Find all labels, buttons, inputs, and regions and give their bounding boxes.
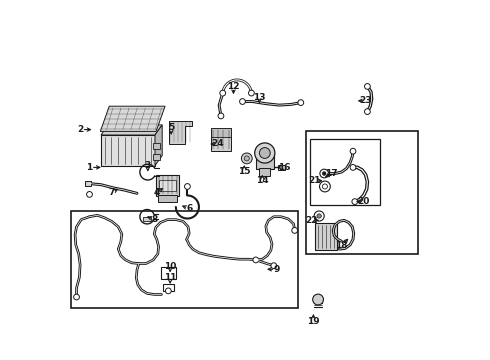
Bar	[85, 181, 91, 186]
Circle shape	[255, 143, 275, 163]
Bar	[153, 143, 160, 149]
Bar	[72, 211, 298, 308]
Bar	[315, 223, 337, 250]
Bar	[157, 195, 177, 202]
Text: 17: 17	[325, 169, 338, 178]
Bar	[211, 128, 231, 151]
Bar	[156, 175, 179, 196]
Circle shape	[365, 109, 370, 114]
Circle shape	[352, 199, 358, 204]
Text: 9: 9	[273, 265, 280, 274]
Bar	[101, 135, 155, 166]
Circle shape	[220, 90, 225, 96]
Text: 10: 10	[164, 262, 176, 271]
Text: 4: 4	[153, 188, 160, 197]
Circle shape	[313, 294, 323, 305]
Circle shape	[242, 153, 252, 164]
Circle shape	[317, 214, 321, 218]
Bar	[278, 165, 285, 170]
Circle shape	[218, 113, 224, 119]
Circle shape	[350, 165, 356, 170]
Bar	[211, 128, 231, 137]
Text: 12: 12	[227, 82, 240, 91]
Text: 1: 1	[86, 163, 93, 172]
Polygon shape	[101, 125, 162, 135]
Text: 15: 15	[238, 166, 250, 175]
Circle shape	[271, 263, 277, 269]
Text: 23: 23	[359, 96, 372, 105]
Text: 14: 14	[256, 176, 269, 185]
Circle shape	[319, 181, 330, 192]
Circle shape	[320, 169, 328, 178]
Bar	[256, 155, 274, 169]
Text: 5: 5	[168, 123, 174, 132]
Polygon shape	[169, 121, 192, 144]
Text: 6: 6	[186, 204, 192, 213]
Text: 2: 2	[77, 125, 83, 134]
Circle shape	[350, 148, 356, 154]
Polygon shape	[155, 125, 162, 166]
Text: 19: 19	[307, 317, 319, 325]
Circle shape	[74, 294, 79, 300]
Bar	[259, 168, 270, 176]
Bar	[310, 139, 380, 205]
Circle shape	[185, 184, 190, 189]
Text: 21: 21	[309, 176, 321, 185]
Bar	[306, 131, 418, 254]
Circle shape	[248, 90, 254, 96]
Circle shape	[322, 184, 327, 189]
Text: 11: 11	[164, 274, 176, 282]
Bar	[144, 217, 151, 221]
Text: 3: 3	[145, 161, 151, 170]
Circle shape	[87, 192, 92, 197]
Text: 18: 18	[335, 241, 348, 250]
Circle shape	[240, 99, 245, 104]
Circle shape	[298, 100, 304, 105]
Circle shape	[253, 257, 259, 263]
Bar	[162, 267, 176, 279]
Text: 16: 16	[278, 163, 290, 172]
Circle shape	[314, 211, 324, 221]
Circle shape	[292, 228, 297, 233]
Text: 22: 22	[305, 216, 318, 225]
Circle shape	[365, 84, 370, 89]
Text: 13: 13	[253, 93, 266, 102]
Circle shape	[259, 148, 270, 158]
Circle shape	[322, 172, 326, 175]
Circle shape	[245, 156, 249, 161]
Text: 24: 24	[212, 139, 224, 148]
Bar	[163, 284, 174, 291]
Circle shape	[166, 288, 171, 294]
Text: 20: 20	[358, 197, 370, 206]
Bar	[153, 154, 160, 160]
Bar	[159, 180, 175, 191]
Text: 7: 7	[109, 188, 115, 197]
Polygon shape	[100, 106, 165, 131]
Text: 8: 8	[151, 215, 157, 224]
